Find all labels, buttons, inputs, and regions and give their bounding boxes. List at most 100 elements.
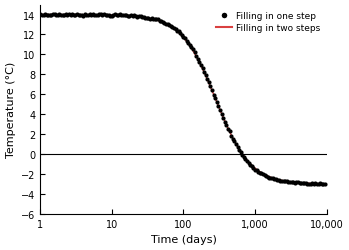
Point	[116, 14, 121, 18]
Point	[138, 15, 143, 19]
Point	[249, 164, 255, 168]
Point	[135, 16, 140, 20]
Point	[185, 42, 191, 46]
Point	[45, 14, 51, 18]
Point	[158, 20, 164, 24]
Point	[162, 22, 167, 26]
Point	[144, 17, 150, 21]
Point	[282, 179, 288, 183]
Point	[290, 180, 296, 184]
Point	[165, 23, 170, 27]
Point	[292, 181, 298, 185]
Point	[193, 54, 199, 58]
Point	[87, 13, 92, 17]
Point	[109, 14, 115, 18]
Point	[107, 14, 113, 18]
Point	[314, 182, 320, 186]
Point	[122, 14, 127, 18]
Point	[155, 18, 161, 22]
Point	[294, 181, 299, 185]
Point	[195, 58, 201, 62]
Point	[190, 48, 196, 52]
Point	[49, 14, 54, 18]
Point	[173, 28, 178, 32]
Point	[298, 181, 304, 185]
Point	[176, 30, 181, 34]
Point	[300, 181, 305, 185]
Point	[81, 14, 86, 18]
Point	[238, 150, 244, 154]
Point	[103, 14, 108, 18]
Point	[213, 97, 218, 101]
Point	[106, 14, 112, 18]
Point	[92, 14, 97, 18]
Point	[273, 178, 279, 182]
Point	[63, 13, 69, 17]
Point	[289, 180, 294, 184]
Point	[68, 14, 73, 18]
Point	[222, 120, 228, 124]
Point	[279, 179, 285, 183]
Point	[265, 175, 270, 179]
Point	[321, 182, 326, 186]
Point	[231, 140, 237, 144]
Point	[308, 182, 313, 186]
Point	[187, 44, 193, 48]
Point	[243, 157, 248, 161]
Point	[322, 182, 328, 186]
Point	[319, 182, 325, 186]
Point	[112, 13, 118, 17]
Point	[271, 178, 277, 182]
Point	[74, 13, 80, 17]
Point	[211, 93, 216, 97]
Point	[39, 14, 45, 18]
Point	[73, 14, 78, 18]
Point	[217, 108, 223, 112]
Point	[179, 34, 185, 38]
Point	[227, 130, 232, 134]
Point	[188, 46, 194, 50]
Point	[69, 13, 75, 17]
Point	[278, 180, 283, 184]
Point	[85, 14, 91, 18]
Point	[139, 16, 145, 20]
Point	[247, 163, 253, 167]
Point	[50, 13, 56, 17]
Point	[114, 14, 119, 18]
Point	[77, 14, 83, 18]
Point	[196, 61, 202, 65]
Point	[76, 14, 81, 18]
Point	[311, 182, 317, 186]
Point	[224, 124, 229, 128]
Point	[124, 14, 129, 18]
Point	[131, 14, 137, 18]
Point	[101, 13, 107, 17]
Point	[267, 176, 272, 180]
Point	[178, 32, 183, 36]
Point	[133, 15, 139, 19]
Point	[297, 182, 302, 186]
Point	[157, 20, 162, 24]
Point	[284, 179, 290, 183]
Point	[302, 182, 307, 186]
Point	[276, 178, 282, 182]
Point	[239, 153, 245, 157]
Point	[38, 13, 43, 17]
Point	[58, 14, 64, 18]
Point	[208, 85, 213, 89]
Point	[268, 176, 274, 180]
Point	[255, 170, 261, 174]
Point	[235, 146, 240, 150]
Point	[125, 14, 131, 18]
Point	[98, 13, 104, 17]
Point	[274, 178, 280, 182]
Point	[259, 172, 264, 175]
Point	[96, 13, 102, 17]
Point	[241, 155, 247, 159]
Point	[203, 74, 208, 78]
Point	[130, 15, 135, 19]
Point	[65, 14, 70, 18]
Point	[44, 14, 50, 18]
Point	[152, 18, 158, 22]
Point	[60, 14, 65, 18]
